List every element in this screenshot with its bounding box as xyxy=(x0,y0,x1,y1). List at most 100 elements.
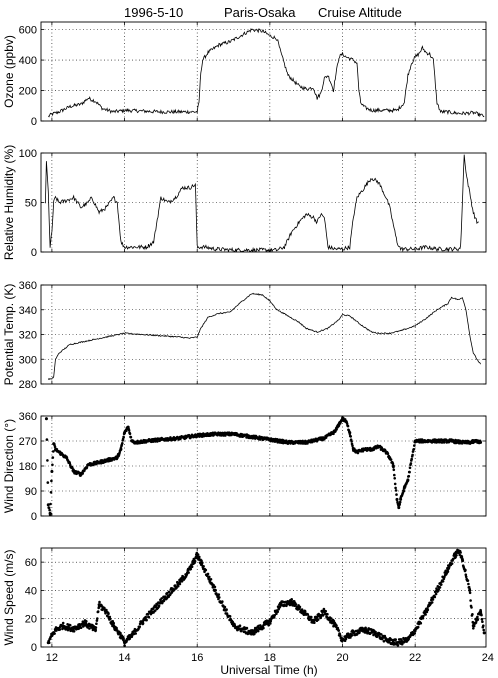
wind-speed-marker-864 xyxy=(422,614,425,618)
wind-speed-ytick-label-60: 60 xyxy=(25,557,37,569)
potential-temp-ylabel: Potential Temp. (K) xyxy=(2,284,16,386)
wind-speed-marker-909 xyxy=(441,580,445,583)
wind-speed-marker-308 xyxy=(180,580,184,583)
wind-direction-point-3 xyxy=(50,470,54,474)
wind-speed-marker-299 xyxy=(176,584,180,588)
potential-temp-data-group xyxy=(47,292,481,380)
wind-speed-point-15 xyxy=(177,581,181,585)
wind-direction-point-5 xyxy=(54,447,58,451)
wind-speed-marker-688 xyxy=(345,635,349,639)
wind-speed-marker-884 xyxy=(430,601,434,604)
wind-speed-point-41 xyxy=(457,549,461,553)
wind-direction-point-23 xyxy=(213,432,217,436)
wind-speed-point-34 xyxy=(395,641,399,645)
wind-speed-point-10 xyxy=(119,634,123,638)
wind-speed-marker-686 xyxy=(344,637,348,641)
wind-direction-point-38 xyxy=(370,447,374,451)
wind-speed-point-27 xyxy=(322,610,326,614)
wind-speed-point-21 xyxy=(250,631,254,635)
wind-direction-point-7 xyxy=(64,456,68,460)
title-part-altitude: Cruise Altitude xyxy=(318,5,402,20)
wind-speed-marker-858 xyxy=(419,621,423,625)
wind-speed-marker-112 xyxy=(96,617,99,620)
wind-direction-point-42 xyxy=(391,464,395,468)
wind-speed-marker-526 xyxy=(275,612,278,616)
wind-speed-marker-278 xyxy=(167,590,171,594)
wind-speed-marker-700 xyxy=(350,634,354,637)
wind-speed-marker-224 xyxy=(144,615,147,619)
humidity-ytick-label-0: 0 xyxy=(31,247,37,259)
xtick-label-18: 18 xyxy=(264,652,276,664)
wind-speed-point-2 xyxy=(54,628,58,632)
ozone-ytick-label-200: 200 xyxy=(19,86,37,98)
wind-direction-point-39 xyxy=(377,445,381,449)
wind-direction-point-40 xyxy=(384,450,388,454)
wind-speed-marker-246 xyxy=(154,609,157,612)
wind-speed-marker-844 xyxy=(413,632,417,635)
wind-speed-point-18 xyxy=(202,567,206,571)
potential-temp-axes-frame xyxy=(40,284,487,385)
wind-direction-marker-839 xyxy=(411,453,414,457)
wind-direction-point-1 xyxy=(46,503,50,507)
wind-speed-point-14 xyxy=(159,600,163,604)
wind-speed-point-19 xyxy=(213,588,217,592)
ozone-ytick-label-600: 600 xyxy=(19,25,37,37)
wind-direction-axes-frame xyxy=(40,415,487,517)
wind-speed-point-29 xyxy=(341,638,345,642)
ozone-ylabel: Ozone (ppbv) xyxy=(2,35,16,108)
wind-speed-marker-484 xyxy=(256,629,260,633)
wind-direction-point-12 xyxy=(104,458,108,462)
wind-direction-point-18 xyxy=(133,440,137,444)
wind-speed-marker-141 xyxy=(108,615,112,619)
wind-speed-point-5 xyxy=(83,621,87,625)
wind-speed-point-47 xyxy=(482,631,486,635)
wind-direction-point-9 xyxy=(79,472,83,476)
wind-speed-ytick-label-20: 20 xyxy=(25,614,37,626)
wind-direction-point-4 xyxy=(52,442,56,446)
wind-direction-point-15 xyxy=(123,431,127,435)
wind-direction-marker-189 xyxy=(127,428,131,432)
wind-speed-marker-210 xyxy=(138,625,141,628)
wind-speed-point-22 xyxy=(268,620,272,624)
wind-speed-marker-34 xyxy=(61,621,65,625)
wind-speed-marker-358 xyxy=(202,565,205,568)
wind-speed-point-35 xyxy=(406,638,410,642)
wind-speed-ytick-label-40: 40 xyxy=(25,585,37,597)
panel-wind-speed: 0 20 40 60 Wind Speed (m/s) 12 14 16 18 20 22 24 xyxy=(2,547,494,664)
wind-speed-point-28 xyxy=(333,624,337,628)
wind-speed-point-38 xyxy=(435,588,439,592)
wind-speed-marker-606 xyxy=(310,615,313,619)
ozone-data-group xyxy=(47,28,485,118)
wind-speed-marker-972 xyxy=(469,599,472,602)
wind-speed-marker-201 xyxy=(134,632,137,635)
wind-direction-ylabel: Wind Direction (°) xyxy=(2,419,16,513)
wind-speed-marker-890 xyxy=(433,595,437,599)
wind-direction-point-35 xyxy=(351,447,355,451)
wind-direction-marker-698 xyxy=(349,435,353,438)
wind-speed-marker-976 xyxy=(471,613,474,616)
wind-speed-point-11 xyxy=(123,641,127,645)
wind-speed-marker-175 xyxy=(123,644,126,647)
wind-direction-marker-191 xyxy=(128,432,132,436)
wind-direction-marker-842 xyxy=(412,448,416,451)
wind-speed-point-33 xyxy=(384,638,388,642)
wind-speed-marker-974 xyxy=(470,606,473,609)
wind-direction-marker-692 xyxy=(346,424,350,428)
wind-speed-marker-393 xyxy=(217,593,221,596)
wind-direction-data-group xyxy=(44,416,483,516)
wind-speed-marker-411 xyxy=(225,608,228,611)
wind-speed-ylabel: Wind Speed (m/s) xyxy=(2,549,16,645)
wind-speed-marker-371 xyxy=(208,575,211,579)
wind-direction-marker-193 xyxy=(129,435,133,439)
wind-speed-marker-384 xyxy=(213,585,217,589)
wind-speed-marker-522 xyxy=(273,614,277,617)
wind-speed-marker-635 xyxy=(322,607,326,611)
wind-speed-point-4 xyxy=(72,627,76,631)
wind-speed-marker-269 xyxy=(163,595,167,598)
wind-direction-point-28 xyxy=(304,440,308,444)
wind-direction-point-50 xyxy=(449,439,453,443)
title-part-date: 1996-5-10 xyxy=(124,5,183,20)
